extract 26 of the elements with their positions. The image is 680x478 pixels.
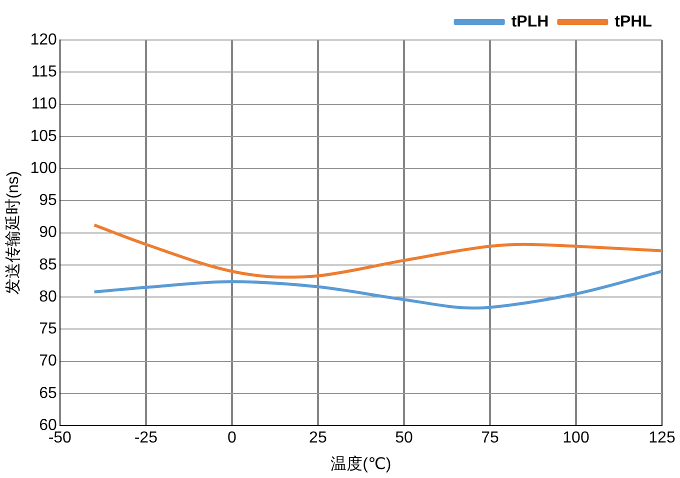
- legend-label: tPHL: [614, 13, 652, 30]
- x-tick-label: 125: [648, 430, 676, 447]
- y-tick-label: 95: [39, 192, 57, 210]
- y-tick-label: 115: [31, 64, 57, 81]
- y-tick-label: 100: [30, 160, 57, 177]
- x-tick-label: 0: [227, 430, 236, 447]
- x-tick-label: -50: [48, 430, 72, 447]
- y-tick-label: 85: [39, 256, 57, 274]
- y-tick-label: 80: [39, 288, 57, 306]
- y-axis-title: 发送传输延时(ns): [4, 171, 22, 295]
- x-tick-label: -25: [134, 430, 158, 447]
- y-tick-label: 120: [30, 31, 57, 48]
- x-axis-title: 温度(℃): [330, 454, 392, 473]
- line-series: [92, 224, 662, 279]
- x-tick-label: 75: [481, 430, 499, 447]
- y-tick-label: 110: [31, 96, 57, 113]
- x-tick-label: 50: [395, 430, 413, 447]
- x-tick-label: 100: [562, 430, 590, 447]
- legend-label: tPLH: [511, 13, 549, 30]
- y-tick-label: 75: [39, 320, 57, 338]
- y-tick-label: 90: [39, 224, 57, 242]
- line-series: [92, 270, 662, 310]
- y-tick-label: 65: [39, 384, 57, 402]
- y-tick-label: 70: [39, 352, 57, 370]
- y-tick-label: 105: [30, 128, 57, 145]
- x-tick-label: 25: [309, 430, 327, 447]
